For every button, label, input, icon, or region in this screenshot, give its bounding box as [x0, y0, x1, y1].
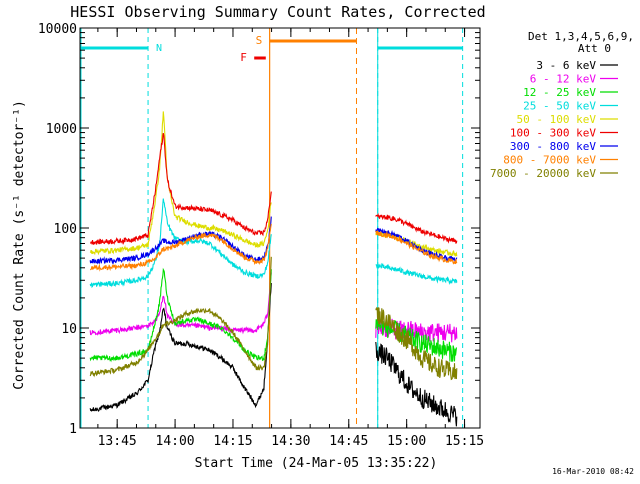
saa-marker-label: S [256, 34, 263, 47]
legend-entry-label: 50 - 100 keV [517, 113, 597, 126]
legend-entry-label: 12 - 25 keV [523, 86, 596, 99]
legend-entry-label: 100 - 300 keV [510, 127, 596, 140]
legend-title-line-1: Det 1,3,4,5,6,9, [528, 30, 634, 43]
series-line-12-25-kev [89, 267, 272, 363]
series-line-100-300-kev [90, 132, 272, 246]
legend-entry-label: 7000 - 20000 keV [490, 167, 596, 180]
series-line-800-7000-kev [89, 223, 272, 272]
legend-entry-label: 800 - 7000 keV [503, 154, 596, 167]
y-tick-label: 10000 [38, 22, 77, 37]
series-line-6-12-kev [89, 272, 272, 336]
series-line-after-gap-300-800-kev [375, 227, 458, 264]
series-line-after-gap-25-50-kev [375, 262, 458, 285]
legend-entry-label: 25 - 50 keV [523, 100, 596, 113]
x-axis-label: Start Time (24-Mar-05 13:35:22) [195, 456, 438, 471]
legend-entry-label: 3 - 6 keV [536, 59, 596, 72]
y-tick-label: 1 [69, 422, 77, 437]
y-tick-label: 1000 [46, 122, 77, 137]
plot-layer: N SF [80, 28, 464, 428]
y-axis-label: Corrected Count Rate (s⁻¹ detector⁻¹) [12, 100, 27, 390]
x-tick-label: 15:15 [445, 434, 484, 449]
x-tick-label: 14:30 [271, 434, 310, 449]
flare-marker-label: F [240, 51, 247, 64]
series-line-after-gap-3-6-kev [375, 341, 458, 427]
x-tick-label: 15:00 [387, 434, 426, 449]
series-line-7000-20000-kev [89, 256, 272, 378]
x-tick-label: 14:45 [329, 434, 368, 449]
y-tick-label: 100 [54, 222, 77, 237]
night-marker-label: N [156, 43, 162, 54]
x-tick-label: 13:45 [98, 434, 137, 449]
y-tick-label: 10 [61, 322, 77, 337]
x-tick-label: 14:00 [156, 434, 195, 449]
series-line-after-gap-7000-20000-kev [375, 306, 458, 381]
x-tick-label: 14:15 [213, 434, 252, 449]
legend-title-line-2: Att 0 [578, 42, 611, 55]
plot-timestamp: 16-Mar-2010 08:42 [552, 467, 634, 476]
series-line-after-gap-100-300-kev [375, 212, 458, 244]
chart-title: HESSI Observing Summary Count Rates, Cor… [70, 3, 485, 21]
axes-layer: 1 10 100 1000 10000 13:45 14:00 14:15 14:30 14:45… [38, 22, 484, 449]
legend-entry-label: 300 - 800 keV [510, 140, 596, 153]
series-line-3-6-kev [89, 282, 272, 412]
series-line-50-100-kev [89, 111, 272, 256]
legend-entry-label: 6 - 12 keV [530, 73, 597, 86]
series-line-after-gap-12-25-kev [375, 318, 458, 362]
series-line-after-gap-800-7000-kev [375, 230, 458, 265]
